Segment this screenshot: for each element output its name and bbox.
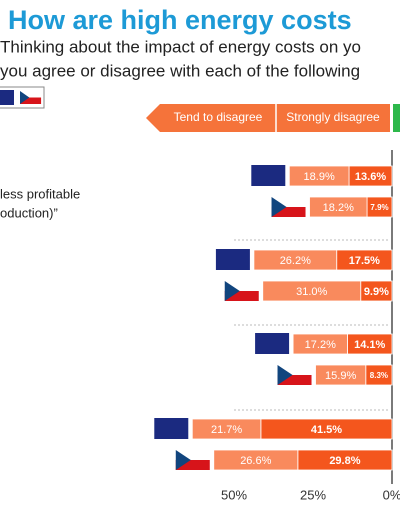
bar-segment	[315, 364, 367, 386]
cz-flag	[175, 450, 210, 470]
bar-segment	[191, 418, 262, 440]
x-tick-label: 0%	[383, 487, 400, 502]
value-label: 15.9%	[325, 370, 356, 382]
eu-flag	[154, 418, 189, 439]
value-label: 17.5%	[349, 255, 380, 267]
value-label: 18.2%	[323, 202, 354, 214]
value-label: 21.7%	[211, 424, 242, 436]
value-label: 29.8%	[329, 455, 360, 467]
bar-segment	[288, 165, 350, 187]
value-label: 26.2%	[280, 255, 311, 267]
eu-flag	[215, 249, 250, 270]
cz-flag	[224, 281, 259, 301]
value-label: 7.9%	[370, 203, 388, 212]
value-label: 17.2%	[305, 339, 336, 351]
value-label: 41.5%	[311, 424, 342, 436]
legend-flags	[0, 86, 45, 109]
cz-flag	[277, 365, 312, 385]
x-tick-label: 25%	[300, 487, 326, 502]
header-arrow	[146, 104, 400, 132]
value-label: 31.0%	[296, 286, 327, 298]
value-label: 13.6%	[355, 171, 386, 183]
value-label: 8.3%	[370, 371, 388, 380]
header-label: Tend to disagree	[174, 110, 263, 124]
value-label: 14.1%	[354, 339, 385, 351]
question-text: oduction)”	[0, 205, 58, 220]
x-tick-label: 50%	[221, 487, 247, 502]
value-label: 9.9%	[364, 286, 389, 298]
bar-segment	[262, 280, 362, 302]
chart-title: How are high energy costs	[8, 5, 352, 35]
value-label: 18.9%	[304, 171, 335, 183]
bar-segment	[213, 449, 299, 471]
subtitle: you agree or disagree with each of the f…	[0, 61, 360, 80]
value-label: 26.6%	[240, 455, 271, 467]
group-separators	[234, 239, 390, 411]
bar-segment	[253, 249, 338, 271]
question-text: less profitable	[0, 186, 80, 201]
cz-flag	[271, 197, 306, 217]
bar-segment	[309, 196, 368, 218]
eu-flag	[255, 333, 290, 354]
eu-flag	[251, 165, 286, 186]
header-label: Strongly disagree	[286, 110, 380, 124]
bar-segment	[292, 333, 348, 355]
subtitle: Thinking about the impact of energy cost…	[0, 37, 361, 56]
